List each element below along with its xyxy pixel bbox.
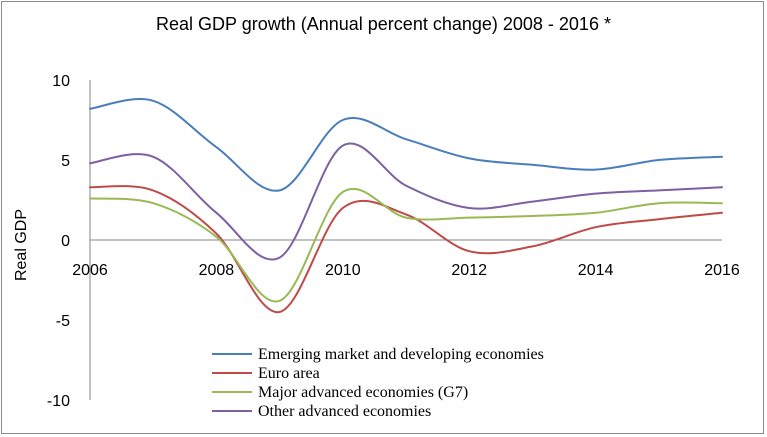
legend-label: Emerging market and developing economies [258, 346, 544, 363]
chart-title: Real GDP growth (Annual percent change) … [156, 14, 611, 34]
y-tick-label: -10 [47, 393, 70, 410]
tick-labels: 10 5 0 -5 -10 2006 2008 2010 2012 2014 2016 [47, 73, 740, 410]
y-tick-label: 5 [61, 153, 70, 170]
legend-label: Major advanced economies (G7) [258, 384, 468, 401]
y-tick-label: 10 [52, 73, 70, 90]
legend-label: Euro area [258, 365, 320, 382]
series-line-emerging-market-and-developing-economies [89, 98, 723, 192]
axes [89, 80, 722, 400]
x-tick-label: 2014 [578, 262, 614, 279]
x-tick-label: 2012 [451, 262, 487, 279]
x-tick-label: 2006 [72, 262, 108, 279]
legend: Emerging market and developing economies… [212, 346, 544, 420]
series-line-other-advanced-economies [89, 142, 723, 261]
x-tick-label: 2016 [704, 262, 740, 279]
y-tick-label: 0 [61, 233, 70, 250]
series-line-euro-area [89, 185, 723, 314]
series-lines [89, 98, 723, 314]
x-tick-label: 2008 [199, 262, 235, 279]
series-line-major-advanced-economies-g7 [89, 187, 723, 303]
x-tick-label: 2010 [325, 262, 361, 279]
y-tick-label: -5 [56, 313, 70, 330]
legend-label: Other advanced economies [258, 403, 431, 420]
